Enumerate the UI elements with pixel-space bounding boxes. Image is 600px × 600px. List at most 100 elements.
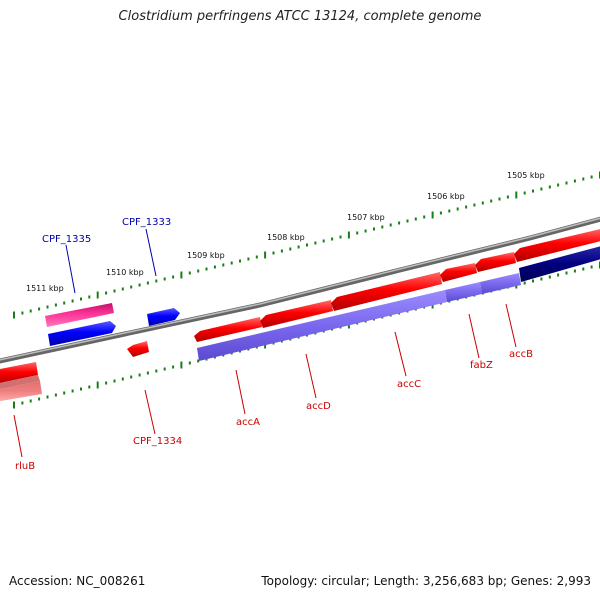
topology-text: Topology: circular; Length: 3,256,683 bp… [261, 574, 591, 588]
minor-tick [63, 301, 66, 305]
minor-tick [188, 361, 191, 365]
minor-tick [121, 287, 124, 291]
minor-tick [306, 243, 308, 247]
major-tick [13, 401, 15, 409]
label-acca: accA [236, 417, 260, 428]
major-tick [180, 271, 183, 279]
label-accb: accB [509, 349, 533, 360]
minor-tick [146, 281, 149, 285]
label-rlub: rluB [15, 461, 35, 472]
minor-tick [565, 181, 568, 185]
minor-tick [155, 279, 158, 283]
minor-tick [506, 195, 509, 199]
minor-tick [197, 269, 200, 273]
accession-text: Accession: NC_008261 [9, 574, 146, 588]
minor-tick [356, 231, 359, 235]
minor-tick [172, 365, 175, 369]
minor-tick [255, 255, 258, 259]
minor-tick [272, 251, 275, 255]
minor-tick [113, 379, 116, 383]
gene-acca-arrow[interactable] [194, 317, 262, 342]
minor-tick [21, 311, 24, 315]
minor-tick [38, 397, 41, 401]
gene-cpf-1335-arrow[interactable] [48, 321, 116, 346]
cds-band-accb [480, 273, 521, 294]
minor-tick [414, 217, 417, 221]
minor-tick [423, 215, 426, 219]
kbp-label: 1506 kbp [427, 192, 465, 201]
minor-tick [197, 359, 200, 363]
cds-band-fabz [445, 282, 482, 302]
minor-tick [573, 179, 576, 183]
major-tick [96, 291, 99, 299]
kbp-label: 1507 kbp [347, 213, 385, 222]
gene-fabz-arrow[interactable] [440, 263, 477, 282]
minor-tick [406, 219, 409, 223]
minor-tick [565, 271, 568, 275]
minor-tick [557, 183, 560, 187]
minor-tick [582, 177, 585, 181]
figure-title: Clostridium perfringens ATCC 13124, comp… [118, 9, 482, 24]
minor-tick [29, 399, 32, 403]
minor-tick [247, 257, 250, 261]
minor-tick [205, 267, 208, 271]
leader-line [144, 389, 156, 435]
minor-tick [105, 381, 108, 385]
kbp-label: 1509 kbp [187, 251, 225, 260]
minor-tick [540, 187, 543, 191]
major-tick [96, 381, 99, 389]
minor-tick [389, 223, 392, 227]
minor-tick [280, 249, 283, 253]
minor-tick [80, 387, 82, 391]
gene-accd-arrow[interactable] [260, 300, 333, 328]
leader-line [505, 303, 517, 348]
minor-tick [29, 309, 32, 313]
minor-tick [398, 221, 401, 225]
gene-cpf-1335-feature[interactable] [45, 303, 114, 327]
leader-line [468, 313, 480, 359]
minor-tick [105, 291, 108, 295]
minor-tick [322, 239, 325, 243]
gene-rlub-arrow[interactable] [0, 362, 38, 384]
minor-tick [548, 275, 551, 279]
minor-tick [163, 277, 166, 281]
major-tick [431, 211, 434, 219]
gene-cpf-1333-arrow[interactable] [147, 308, 180, 326]
minor-tick [540, 277, 543, 281]
minor-tick [230, 261, 233, 265]
major-tick [264, 251, 267, 259]
minor-tick [46, 305, 49, 309]
gene-accb-arrow[interactable] [475, 252, 516, 272]
cds-band-rlub [0, 381, 42, 402]
minor-tick [239, 259, 241, 263]
label-cpf-1335: CPF_1335 [42, 234, 91, 245]
gene-cpf-1334-arrow[interactable] [127, 341, 149, 357]
major-tick [180, 361, 183, 369]
label-cpf-1333: CPF_1333 [122, 217, 171, 228]
minor-tick [63, 391, 66, 395]
minor-tick [373, 227, 375, 231]
genome-backbone [0, 216, 600, 364]
kbp-tick-labels: 1511 kbp 1510 kbp 1509 kbp 1508 kbp 1507… [26, 171, 545, 293]
gene-accc-arrow[interactable] [331, 272, 442, 311]
minor-tick [448, 209, 451, 213]
label-cpf-1334: CPF_1334 [133, 436, 182, 447]
kbp-label: 1508 kbp [267, 233, 305, 242]
major-tick [515, 191, 518, 199]
kbp-label: 1510 kbp [106, 268, 144, 277]
minor-tick [54, 393, 57, 397]
minor-tick [121, 377, 124, 381]
major-tick [347, 231, 350, 239]
minor-tick [38, 307, 41, 311]
cds-band-acc-operon [197, 290, 447, 361]
major-tick [13, 311, 15, 319]
cds-band-next [519, 246, 600, 282]
minor-tick [548, 185, 551, 189]
minor-tick [21, 401, 24, 405]
minor-tick [557, 273, 560, 277]
kbp-label: 1505 kbp [507, 171, 545, 180]
gene-next-arrow[interactable] [514, 228, 600, 262]
minor-tick [172, 275, 175, 279]
minor-tick [532, 279, 534, 283]
